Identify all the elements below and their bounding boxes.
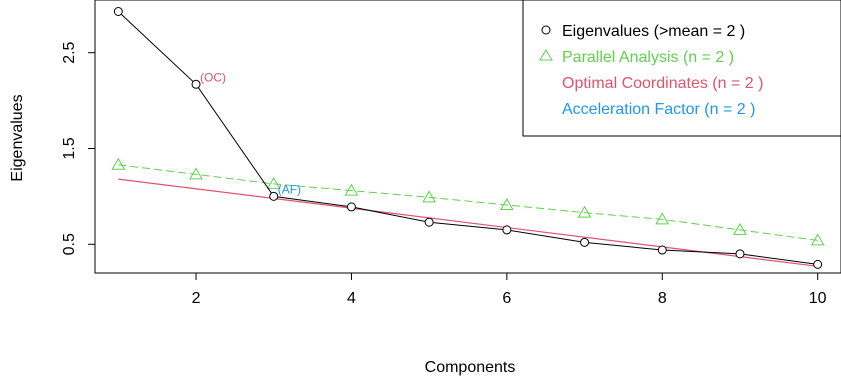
series-layer	[111, 6, 825, 269]
parallel-analysis-point	[266, 176, 281, 189]
x-tick-label: 4	[347, 290, 356, 307]
eigenvalue-point	[269, 191, 279, 201]
parallel-analysis-point	[810, 233, 825, 246]
parallel-analysis-point	[499, 197, 514, 210]
parallel-analysis-point	[655, 212, 670, 225]
y-tick-label: 1.5	[61, 137, 78, 159]
eigenvalue-point	[813, 259, 823, 269]
y-axis: 0.5 1.5 2.5	[61, 41, 95, 255]
x-axis-title: Components	[425, 359, 516, 376]
annotation-label: (OC)	[200, 70, 226, 84]
plot-frame	[94, 0, 841, 274]
legend-entry-optimal-coordinates: Optimal Coordinates (n = 2 )	[562, 75, 763, 92]
x-tick-label: 6	[502, 290, 511, 307]
legend-marker-eigenvalues	[541, 25, 551, 35]
parallel-analysis-point	[189, 167, 203, 180]
eigenvalue-point	[346, 202, 356, 212]
parallel-analysis-point	[577, 205, 592, 218]
eigenvalue-point	[424, 217, 434, 227]
eigenvalue-point	[191, 79, 201, 89]
eigenvalue-point	[502, 225, 512, 235]
optimal-coordinates-line	[118, 178, 818, 267]
x-tick-label: 10	[809, 290, 827, 307]
legend-entry-acceleration-factor: Acceleration Factor (n = 2 )	[562, 101, 755, 118]
y-axis-title: Eigenvalues	[9, 94, 26, 181]
parallel-analysis-point	[422, 190, 437, 203]
eigenvalue-point	[113, 6, 123, 16]
legend: Eigenvalues (>mean = 2 ) Parallel Analys…	[522, 0, 841, 137]
x-tick-label: 8	[658, 290, 667, 307]
eigenvalues-line	[117, 11, 818, 265]
parallel-analysis-line	[118, 164, 818, 241]
x-tick-label: 2	[192, 290, 201, 307]
eigenvalue-point	[735, 249, 745, 259]
legend-box	[522, 0, 841, 137]
eigenvalue-point	[657, 245, 667, 255]
parallel-analysis-point	[733, 222, 747, 235]
x-axis: 2 4 6 8 10	[192, 273, 827, 307]
legend-marker-parallel-analysis	[539, 49, 553, 61]
legend-entry-parallel-analysis: Parallel Analysis (n = 2 )	[562, 49, 734, 66]
y-tick-label: 0.5	[61, 233, 78, 255]
legend-entry-eigenvalues: Eigenvalues (>mean = 2 )	[562, 23, 745, 40]
eigenvalue-point	[580, 237, 590, 247]
annotation-layer: (OC) (AF)	[200, 70, 301, 196]
annotation-label: (AF)	[278, 182, 301, 196]
y-tick-label: 2.5	[61, 41, 78, 63]
parallel-analysis-point	[344, 183, 359, 196]
parallel-analysis-point	[111, 157, 126, 170]
